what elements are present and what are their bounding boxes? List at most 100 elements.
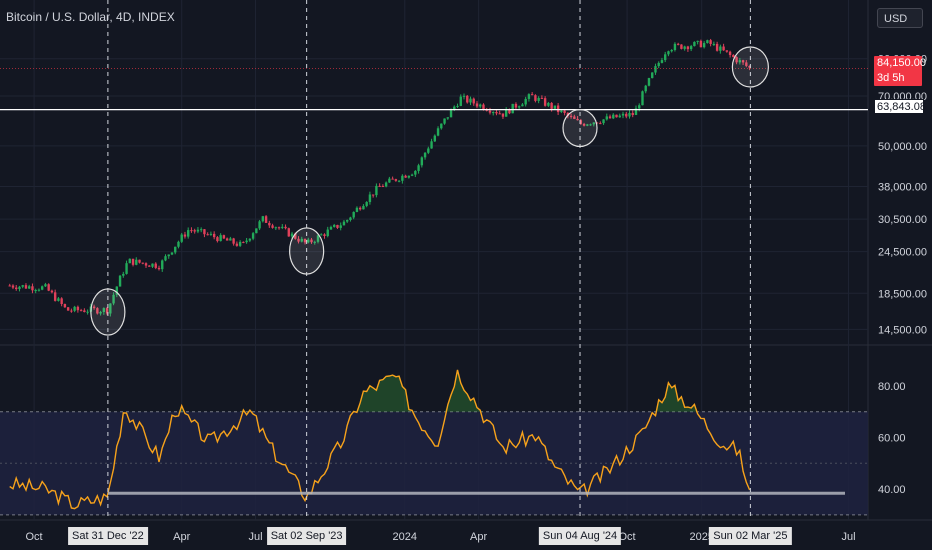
price-axis[interactable]: 14,500.00 18,500.00 24,500.00 30,500.00 38,0…	[878, 54, 927, 496]
candle-body	[514, 103, 518, 108]
candle-body	[131, 258, 135, 265]
candle-body	[21, 285, 24, 287]
candle-body	[229, 238, 232, 241]
candle-body	[355, 207, 359, 212]
candle-body	[569, 115, 573, 117]
candle-body	[667, 51, 670, 55]
candle-body	[8, 285, 11, 287]
candle-body	[748, 65, 751, 68]
candle-body	[248, 238, 252, 241]
candle-body	[157, 267, 161, 270]
candle-body	[177, 241, 180, 247]
oscillator-band	[0, 411, 868, 515]
candle-body	[469, 98, 472, 103]
candle-body	[553, 105, 557, 109]
candle-body	[391, 178, 394, 180]
candle-body	[294, 233, 297, 239]
candle-body	[18, 286, 21, 290]
candle-body	[537, 97, 540, 101]
candle-body	[683, 46, 686, 49]
candle-body	[543, 98, 547, 106]
candle-body	[689, 46, 693, 50]
candle-body	[118, 275, 122, 287]
candle-body	[303, 238, 307, 243]
candle-body	[138, 259, 141, 263]
candle-body	[573, 116, 576, 119]
price-tick-label: 30,500.00	[878, 214, 927, 226]
candle-body	[83, 310, 86, 313]
candle-body	[76, 306, 80, 311]
candle-body	[462, 95, 466, 97]
candle-body	[472, 98, 475, 104]
candle-body	[371, 194, 375, 196]
candle-body	[641, 91, 644, 106]
candle-body	[712, 43, 716, 45]
candle-body	[102, 308, 106, 313]
candle-body	[547, 102, 550, 106]
candle-body	[148, 265, 151, 267]
candle-body	[92, 306, 96, 309]
candle-body	[310, 239, 313, 243]
candle-body	[517, 106, 521, 108]
candle-body	[663, 54, 667, 61]
date-marker-label: Sun 02 Mar '25	[709, 527, 792, 545]
candle-body	[384, 182, 388, 187]
candle-body	[479, 104, 482, 107]
time-tick-label: Jul	[841, 531, 855, 543]
candle-body	[728, 51, 732, 55]
candle-body	[706, 40, 709, 44]
candle-body	[316, 235, 320, 242]
candle-body	[277, 227, 281, 229]
candle-body	[86, 311, 89, 313]
last-price-value: 84,150.00	[877, 57, 926, 69]
candle-body	[31, 286, 34, 291]
candle-body	[326, 229, 329, 236]
candle-body	[550, 102, 553, 109]
candle-body	[271, 225, 274, 228]
candle-body	[381, 186, 385, 188]
candle-body	[258, 221, 261, 229]
price-tick-label: 14,500.00	[878, 324, 927, 336]
candle-body	[112, 294, 115, 304]
candle-body	[196, 229, 200, 232]
candle-body	[193, 230, 196, 232]
date-marker-label: Sat 02 Sep '23	[266, 527, 347, 545]
candle-body	[417, 165, 420, 171]
candle-body	[53, 292, 57, 301]
overbought-fill	[9, 369, 750, 412]
candle-body	[644, 85, 647, 92]
time-tick-label: Apr	[173, 531, 190, 543]
time-tick-label: Apr	[470, 531, 487, 543]
candle-body	[492, 112, 495, 114]
candle-body	[612, 114, 615, 119]
candle-body	[135, 259, 138, 265]
candle-body	[274, 227, 278, 229]
candle-body	[358, 207, 362, 210]
candle-body	[333, 224, 336, 227]
candle-body	[161, 260, 164, 270]
candle-body	[631, 112, 634, 116]
currency-button[interactable]: USD	[877, 8, 923, 28]
time-axis[interactable]: Oct Apr Jul 2024 Apr Oct 2025 Jul	[26, 531, 856, 543]
candle-body	[488, 110, 492, 113]
candle-body	[251, 233, 255, 239]
candle-body	[144, 263, 148, 266]
highlight-circle	[562, 108, 598, 148]
candle-body	[375, 185, 378, 196]
candle-body	[741, 60, 745, 63]
candle-body	[576, 118, 579, 121]
candle-body	[745, 62, 748, 66]
candle-body	[511, 103, 514, 114]
candle-body	[660, 60, 664, 63]
candle-body	[436, 128, 440, 136]
candle-body	[608, 116, 612, 119]
candle-body	[336, 224, 339, 228]
candle-body	[586, 124, 589, 126]
candle-body	[560, 110, 563, 113]
last-price-badge: 84,150.00 3d 5h	[874, 56, 926, 86]
candle-body	[264, 216, 268, 223]
candle-body	[37, 289, 41, 291]
candle-body	[453, 106, 456, 110]
candle-body	[440, 123, 443, 129]
